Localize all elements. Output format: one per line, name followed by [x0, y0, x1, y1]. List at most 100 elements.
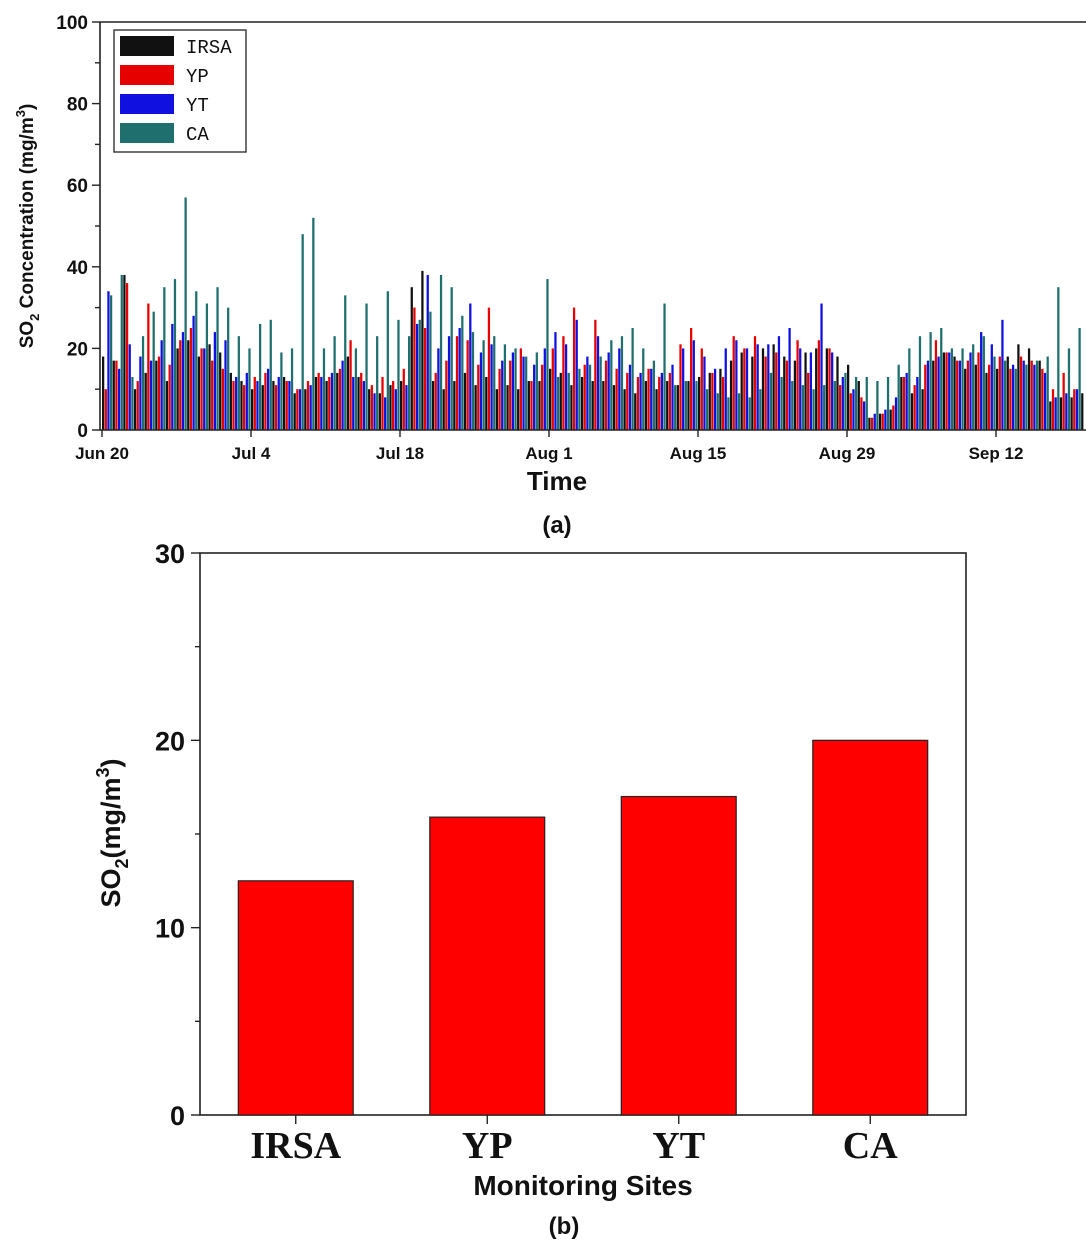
bar-yp: [892, 405, 895, 430]
bar-irsa: [197, 356, 201, 430]
bar-irsa: [237, 880, 354, 1116]
bar-irsa: [900, 376, 903, 430]
bar-yp: [690, 328, 693, 430]
bar-irsa: [517, 389, 520, 430]
bar-irsa: [964, 368, 967, 430]
bar-yp: [775, 352, 778, 430]
bar-yt: [660, 372, 664, 430]
bar-irsa: [187, 340, 190, 430]
bar-ca: [269, 319, 272, 430]
bar-yt: [288, 381, 291, 430]
bar-yp: [551, 348, 554, 430]
bar-yt: [980, 332, 983, 430]
bar-yt: [128, 344, 131, 430]
bar-irsa: [783, 356, 786, 430]
bar-irsa: [240, 381, 243, 430]
panel-b-average-bars: 0 10 20 30 IRSA YP YT CA Monitoring Sites SO2(…: [93, 539, 967, 1240]
bar-ca: [567, 372, 570, 430]
bar-yp: [998, 356, 1001, 430]
bar-yp: [445, 360, 448, 430]
bar-irsa: [1059, 397, 1063, 430]
panel-a-y-tick-label: 60: [67, 176, 88, 197]
bar-irsa: [623, 389, 626, 430]
bar-yp: [429, 816, 546, 1116]
bar-yp: [604, 360, 608, 430]
bar-ca: [141, 336, 145, 430]
bar-ca: [759, 389, 762, 430]
bar-irsa: [996, 368, 999, 430]
bar-irsa: [836, 356, 839, 430]
bar-yt: [735, 340, 738, 430]
bar-yt: [171, 323, 174, 430]
bar-yt: [309, 385, 312, 430]
bar-irsa: [878, 413, 882, 430]
legend-label-irsa: IRSA: [186, 37, 232, 59]
bar-irsa: [325, 381, 328, 430]
bar-yt: [692, 340, 695, 430]
panel-a-x-tick-label: Aug 29: [819, 444, 876, 463]
bar-yp: [125, 283, 129, 430]
bar-yt: [320, 376, 323, 430]
bar-yt: [405, 385, 408, 430]
bar-yp: [402, 368, 405, 430]
bar-ca: [812, 739, 929, 1116]
bar-yt: [245, 372, 248, 430]
bar-yt: [235, 376, 238, 430]
bar-ca: [695, 381, 698, 430]
bar-yt: [447, 336, 451, 430]
bar-yp: [934, 340, 938, 430]
bar-yt: [703, 356, 706, 430]
bar-irsa: [580, 376, 584, 430]
bar-yp: [594, 319, 597, 430]
bar-yt: [522, 356, 525, 430]
bar-irsa: [942, 352, 946, 430]
bar-yt: [799, 348, 802, 430]
bar-yp: [977, 352, 980, 430]
bar-yt: [160, 340, 163, 430]
bar-yt: [620, 795, 737, 1116]
bar-yp: [157, 356, 161, 430]
bar-irsa: [655, 389, 658, 430]
bar-yp: [179, 340, 182, 430]
bar-irsa: [729, 360, 733, 430]
panel-b-y-tick-label: 10: [155, 914, 185, 944]
bar-ca: [588, 364, 592, 430]
panel-b-x-axis-label: Monitoring Sites: [473, 1170, 692, 1201]
bar-irsa: [698, 376, 701, 430]
bar-ca: [503, 344, 507, 430]
bar-yp: [902, 376, 906, 430]
bar-irsa: [559, 372, 562, 430]
bar-yp: [711, 372, 714, 430]
bar-ca: [258, 323, 262, 430]
bar-yt: [373, 393, 376, 430]
bar-irsa: [144, 372, 147, 430]
bar-yp: [572, 307, 576, 430]
bar-yp: [349, 340, 352, 430]
panel-a-x-axis-label: Time: [527, 466, 587, 496]
bar-ca: [748, 397, 751, 430]
bar-yt: [352, 376, 355, 430]
bar-ca: [993, 356, 996, 430]
bar-ca: [940, 328, 943, 430]
bar-yt: [628, 364, 632, 430]
bar-irsa: [868, 417, 871, 430]
bar-irsa: [1049, 401, 1052, 430]
bar-ca: [439, 274, 443, 430]
bar-irsa: [857, 381, 860, 430]
bar-ca: [184, 197, 187, 430]
bar-yp: [668, 372, 671, 430]
bar-ca: [120, 274, 123, 430]
legend-label-ca: CA: [186, 124, 209, 146]
bar-yt: [117, 368, 121, 430]
bar-ca: [407, 336, 411, 430]
bar-yp: [487, 307, 491, 430]
bar-ca: [631, 328, 634, 430]
bar-yp: [913, 385, 916, 430]
bar-yp: [168, 364, 171, 430]
bar-ca: [397, 319, 400, 430]
bar-yt: [958, 360, 962, 430]
bar-yp: [732, 336, 735, 430]
bar-ca: [908, 348, 911, 430]
bar-ca: [556, 376, 560, 430]
